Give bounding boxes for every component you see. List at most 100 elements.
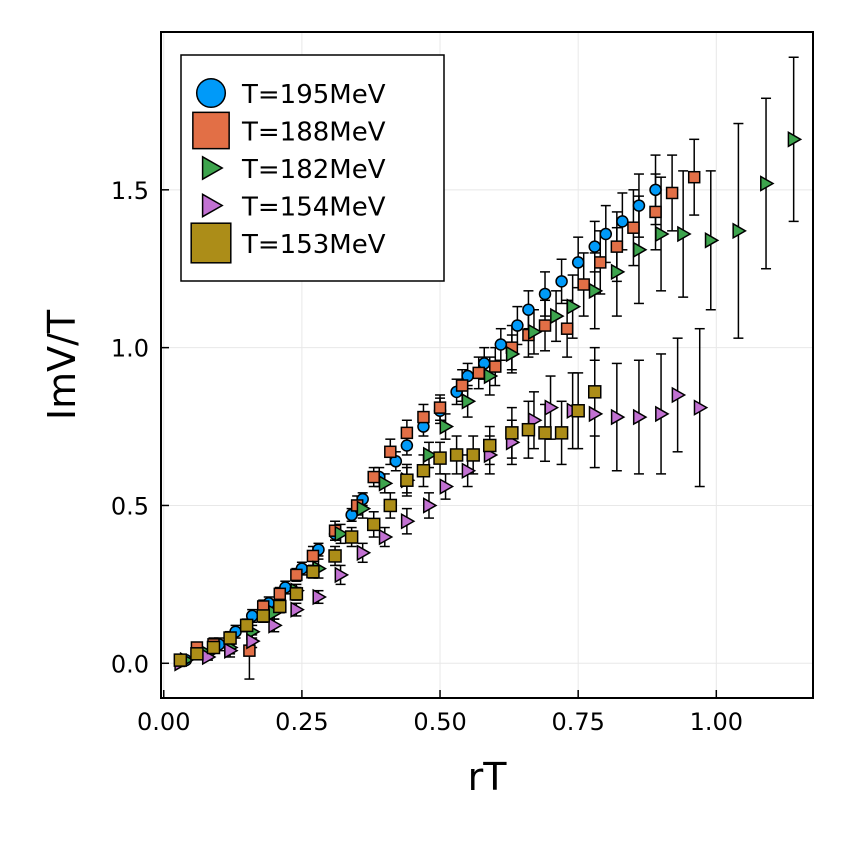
y-tick-label: 1.5 bbox=[111, 177, 149, 205]
data-point-series-3 bbox=[632, 241, 648, 259]
data-point-series-5 bbox=[449, 448, 464, 462]
data-point-series-2 bbox=[384, 445, 397, 459]
data-point-series-4 bbox=[461, 462, 477, 480]
data-point-series-4 bbox=[268, 617, 283, 634]
data-point-series-3 bbox=[550, 307, 565, 325]
data-point-series-4 bbox=[312, 588, 327, 606]
data-point-series-4 bbox=[588, 405, 604, 423]
data-point-series-2 bbox=[594, 256, 607, 269]
data-point-series-2 bbox=[367, 470, 380, 484]
data-point-series-3 bbox=[677, 225, 692, 243]
data-point-series-5 bbox=[466, 448, 480, 462]
legend-label: T=154MeV bbox=[241, 193, 386, 223]
data-point-series-2 bbox=[400, 426, 414, 440]
data-point-series-4 bbox=[356, 544, 372, 562]
data-point-series-3 bbox=[732, 222, 747, 240]
data-point-series-3 bbox=[356, 500, 372, 517]
data-point-series-3 bbox=[760, 175, 775, 192]
data-point-series-2 bbox=[665, 186, 679, 200]
data-point-series-1 bbox=[632, 199, 646, 212]
data-point-series-5 bbox=[306, 564, 320, 579]
data-point-series-5 bbox=[239, 618, 254, 633]
data-point-series-5 bbox=[383, 498, 398, 513]
legend-label: T=195MeV bbox=[241, 80, 386, 110]
legend-marker bbox=[192, 111, 230, 150]
x-axis-label: rT bbox=[468, 755, 508, 799]
data-point-series-2 bbox=[273, 587, 287, 601]
data-point-series-5 bbox=[190, 647, 204, 661]
data-point-series-5 bbox=[223, 631, 237, 645]
data-point-series-4 bbox=[632, 408, 648, 426]
data-point-series-4 bbox=[693, 399, 709, 416]
data-point-series-3 bbox=[787, 131, 803, 148]
x-tick-label: 0.75 bbox=[551, 708, 604, 736]
data-point-series-2 bbox=[627, 221, 640, 234]
data-point-series-5 bbox=[587, 385, 602, 399]
data-point-series-1 bbox=[538, 287, 552, 301]
data-point-series-4 bbox=[378, 528, 394, 546]
data-point-series-1 bbox=[571, 256, 585, 269]
data-point-series-5 bbox=[521, 422, 536, 437]
y-axis-label: ImV/T bbox=[40, 309, 84, 420]
legend-label: T=182MeV bbox=[241, 155, 386, 185]
data-point-series-2 bbox=[417, 410, 430, 424]
data-point-series-3 bbox=[527, 323, 543, 341]
x-tick-label: 1.00 bbox=[690, 708, 743, 736]
data-point-series-5 bbox=[483, 438, 497, 453]
data-point-series-4 bbox=[544, 399, 560, 416]
data-point-series-3 bbox=[334, 525, 350, 543]
data-point-series-5 bbox=[206, 640, 221, 655]
data-point-series-1 bbox=[400, 439, 414, 452]
data-point-series-3 bbox=[588, 282, 604, 300]
data-point-series-5 bbox=[366, 517, 381, 532]
data-point-series-3 bbox=[483, 367, 499, 385]
data-point-series-1 bbox=[494, 338, 508, 351]
data-point-series-5 bbox=[173, 653, 188, 667]
data-point-series-5 bbox=[554, 426, 569, 440]
data-point-series-2 bbox=[306, 549, 320, 563]
data-point-series-4 bbox=[671, 386, 687, 404]
data-point-series-3 bbox=[566, 298, 582, 315]
data-point-series-3 bbox=[704, 232, 720, 249]
data-point-series-2 bbox=[577, 278, 590, 291]
data-point-series-2 bbox=[687, 170, 701, 184]
data-point-series-4 bbox=[224, 642, 239, 659]
data-point-series-1 bbox=[588, 240, 601, 253]
data-point-series-1 bbox=[599, 227, 613, 241]
data-point-series-3 bbox=[655, 225, 670, 243]
data-point-series-4 bbox=[439, 478, 455, 495]
data-point-series-4 bbox=[655, 405, 670, 423]
data-point-series-2 bbox=[538, 319, 552, 332]
data-point-series-3 bbox=[422, 446, 438, 464]
x-tick-label: 0.50 bbox=[413, 708, 466, 736]
data-point-series-1 bbox=[511, 319, 524, 332]
data-point-series-2 bbox=[290, 568, 303, 582]
data-point-series-2 bbox=[649, 205, 662, 219]
data-point-series-2 bbox=[455, 379, 469, 392]
data-point-series-5 bbox=[505, 426, 519, 440]
data-point-series-4 bbox=[610, 408, 626, 426]
data-markers bbox=[173, 131, 803, 672]
x-tick-label: 0.25 bbox=[275, 708, 328, 736]
data-point-series-2 bbox=[489, 360, 502, 373]
data-point-series-3 bbox=[378, 475, 394, 492]
legend-marker bbox=[190, 222, 232, 264]
x-tick-label: 0.00 bbox=[137, 708, 190, 736]
plot-frame bbox=[160, 31, 814, 699]
data-point-series-2 bbox=[433, 401, 447, 414]
data-point-series-5 bbox=[289, 587, 304, 601]
data-point-series-4 bbox=[290, 601, 305, 618]
data-point-series-4 bbox=[422, 497, 438, 514]
y-tick-label: 1.0 bbox=[111, 335, 149, 363]
axis-ticks: 0.00 0.25 0.50 0.75 1.00 0.0 0.5 1.0 1.5 bbox=[111, 177, 743, 736]
data-point-series-3 bbox=[439, 418, 455, 435]
data-point-series-5 bbox=[538, 426, 552, 440]
y-tick-label: 0.5 bbox=[111, 492, 149, 520]
data-point-series-2 bbox=[560, 322, 574, 335]
data-point-series-2 bbox=[610, 240, 624, 253]
data-point-series-3 bbox=[461, 393, 477, 410]
legend-marker bbox=[201, 193, 224, 218]
legend: T=195MeV T=188MeV T=182MeV T=154MeV T=153MeV bbox=[180, 54, 445, 282]
data-point-series-1 bbox=[616, 215, 629, 228]
